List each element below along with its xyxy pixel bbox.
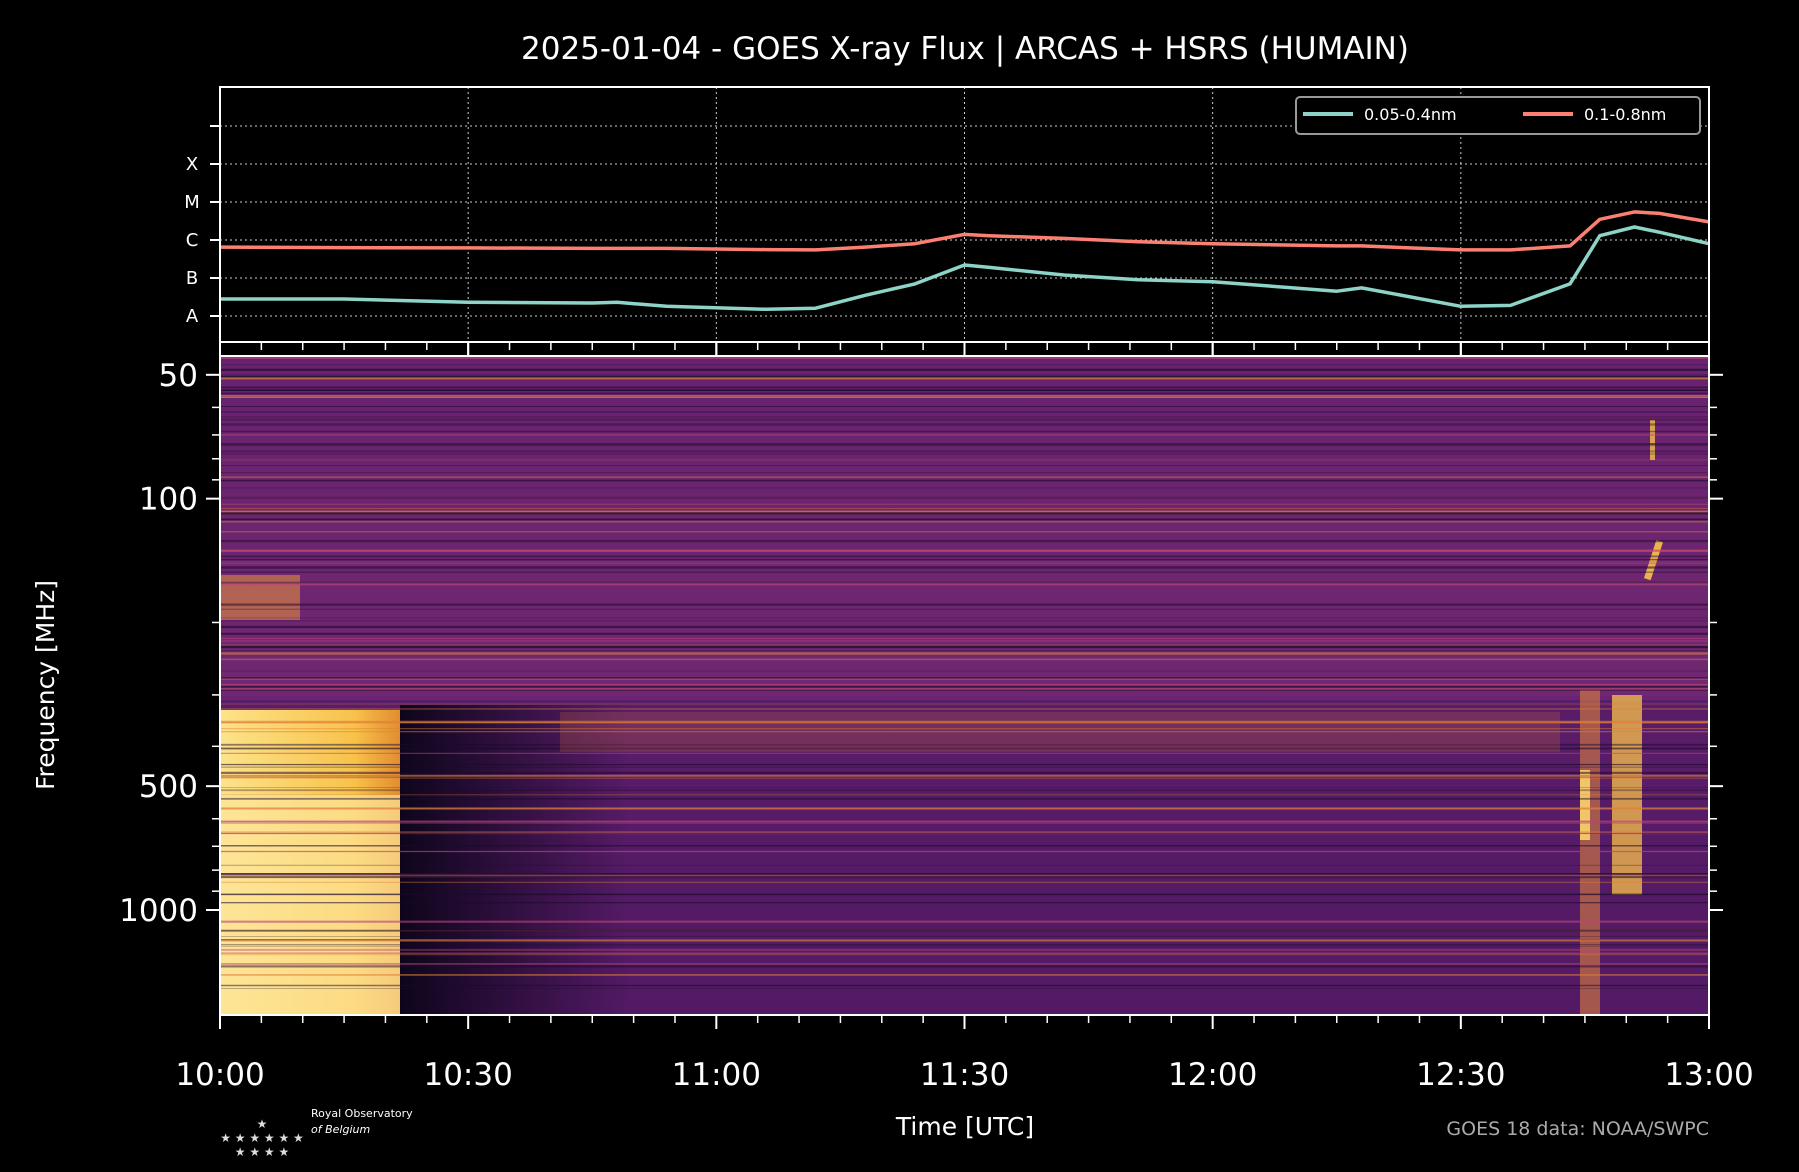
spectrogram-image <box>220 356 1709 1015</box>
time-tick-label: 12:30 <box>1416 1057 1505 1093</box>
time-tick-label: 11:00 <box>672 1057 761 1093</box>
chart-title: 2025-01-04 - GOES X-ray Flux | ARCAS + H… <box>521 31 1409 67</box>
freq-tick-label: 100 <box>139 482 198 518</box>
time-tick-label: 12:00 <box>1168 1057 1257 1093</box>
freq-tick-label: 500 <box>139 769 198 805</box>
time-tick-label: 13:00 <box>1664 1057 1753 1093</box>
x-axis-label: Time [UTC] <box>895 1112 1034 1141</box>
legend-box <box>1295 96 1701 135</box>
series-line-hard <box>220 210 1709 252</box>
spectrogram-panel: 50 100 500 1000 10:00 10:30 11:00 11:30 12:00 12… <box>119 342 1754 1093</box>
logo-text-line1: Royal Observatory <box>311 1107 413 1120</box>
goes-y-tick-label: X <box>186 154 198 175</box>
time-axis: 10:00 10:30 11:00 11:30 12:00 12:30 13:00 <box>175 342 1754 1093</box>
logo-star-top-icon: ★ <box>257 1117 268 1131</box>
series-line-soft <box>220 225 1709 312</box>
freq-tick-label: 1000 <box>119 893 198 929</box>
logo-stars-icon: ★ ★ ★ ★ ★ ★ <box>220 1131 304 1145</box>
frequency-axis: 50 100 500 1000 <box>119 358 1723 929</box>
y-axis-label: Frequency [MHz] <box>31 580 60 790</box>
goes-y-tick-label: A <box>186 306 199 327</box>
data-source-credit: GOES 18 data: NOAA/SWPC <box>1446 1118 1709 1140</box>
freq-tick-label: 50 <box>159 358 198 394</box>
goes-y-tick-label: B <box>186 268 198 289</box>
logo-text-line2: of Belgium <box>311 1123 370 1136</box>
time-tick-label: 10:30 <box>423 1057 512 1093</box>
goes-y-tick-label: M <box>184 192 200 213</box>
legend-label-soft: 0.05-0.4nm <box>1364 105 1457 124</box>
time-tick-label: 11:30 <box>920 1057 1009 1093</box>
time-tick-label: 10:00 <box>175 1057 264 1093</box>
observatory-logo: ★ ★ ★ ★ ★ ★ ★ ★ ★ ★ ★ Royal Observatory … <box>220 1107 413 1159</box>
goes-y-tick-label: C <box>186 230 199 251</box>
legend-label-hard: 0.1-0.8nm <box>1584 105 1666 124</box>
legend: 0.05-0.4nm 0.1-0.8nm <box>1295 96 1701 135</box>
logo-stars-bottom-icon: ★ ★ ★ ★ <box>235 1145 289 1159</box>
goes-lines <box>220 210 1709 312</box>
